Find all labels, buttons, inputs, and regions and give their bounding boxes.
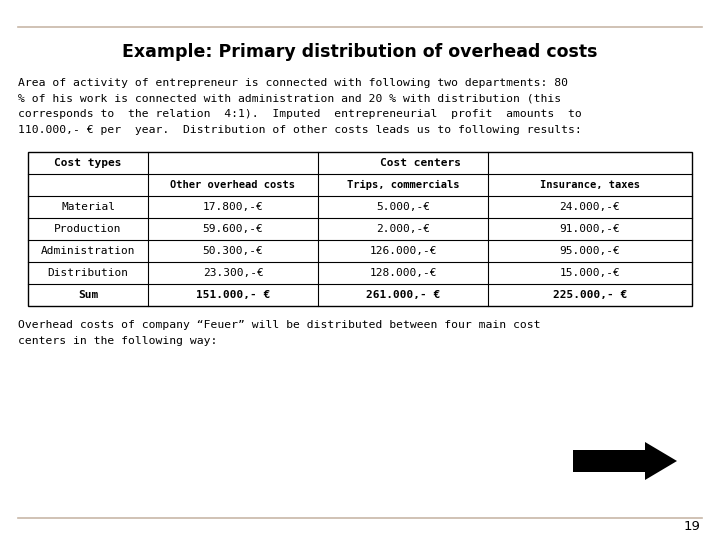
- Text: 5.000,-€: 5.000,-€: [376, 202, 430, 212]
- Text: centers in the following way:: centers in the following way:: [18, 335, 217, 346]
- Text: 151.000,- €: 151.000,- €: [196, 290, 270, 300]
- Text: Other overhead costs: Other overhead costs: [171, 180, 295, 190]
- Text: 126.000,-€: 126.000,-€: [369, 246, 437, 256]
- Text: 2.000,-€: 2.000,-€: [376, 224, 430, 234]
- Text: Production: Production: [54, 224, 122, 234]
- Text: corresponds to  the relation  4:1).  Imputed  entrepreneurial  profit  amounts  : corresponds to the relation 4:1). Impute…: [18, 109, 582, 119]
- Text: Material: Material: [61, 202, 115, 212]
- Text: % of his work is connected with administration and 20 % with distribution (this: % of his work is connected with administ…: [18, 93, 561, 104]
- Text: 24.000,-€: 24.000,-€: [559, 202, 621, 212]
- Bar: [573, 450, 645, 472]
- Text: Trips, commercials: Trips, commercials: [347, 180, 459, 190]
- Text: 15.000,-€: 15.000,-€: [559, 268, 621, 278]
- Text: Cost types: Cost types: [54, 158, 122, 168]
- Text: 50.300,-€: 50.300,-€: [202, 246, 264, 256]
- Text: 23.300,-€: 23.300,-€: [202, 268, 264, 278]
- Text: 19: 19: [683, 521, 700, 534]
- Text: 128.000,-€: 128.000,-€: [369, 268, 437, 278]
- Text: 59.600,-€: 59.600,-€: [202, 224, 264, 234]
- Text: 110.000,- € per  year.  Distribution of other costs leads us to following result: 110.000,- € per year. Distribution of ot…: [18, 125, 582, 134]
- Text: Area of activity of entrepreneur is connected with following two departments: 80: Area of activity of entrepreneur is conn…: [18, 78, 568, 88]
- Text: 261.000,- €: 261.000,- €: [366, 290, 440, 300]
- Text: 91.000,-€: 91.000,-€: [559, 224, 621, 234]
- Text: 225.000,- €: 225.000,- €: [553, 290, 627, 300]
- Text: Insurance, taxes: Insurance, taxes: [540, 180, 640, 190]
- Text: Administration: Administration: [41, 246, 135, 256]
- Text: 17.800,-€: 17.800,-€: [202, 202, 264, 212]
- Text: Cost centers: Cost centers: [379, 158, 461, 168]
- Text: Overhead costs of company “Feuer” will be distributed between four main cost: Overhead costs of company “Feuer” will b…: [18, 320, 541, 330]
- Text: Example: Primary distribution of overhead costs: Example: Primary distribution of overhea…: [122, 43, 598, 61]
- Polygon shape: [645, 442, 677, 480]
- Text: 95.000,-€: 95.000,-€: [559, 246, 621, 256]
- Text: Sum: Sum: [78, 290, 98, 300]
- Text: Distribution: Distribution: [48, 268, 128, 278]
